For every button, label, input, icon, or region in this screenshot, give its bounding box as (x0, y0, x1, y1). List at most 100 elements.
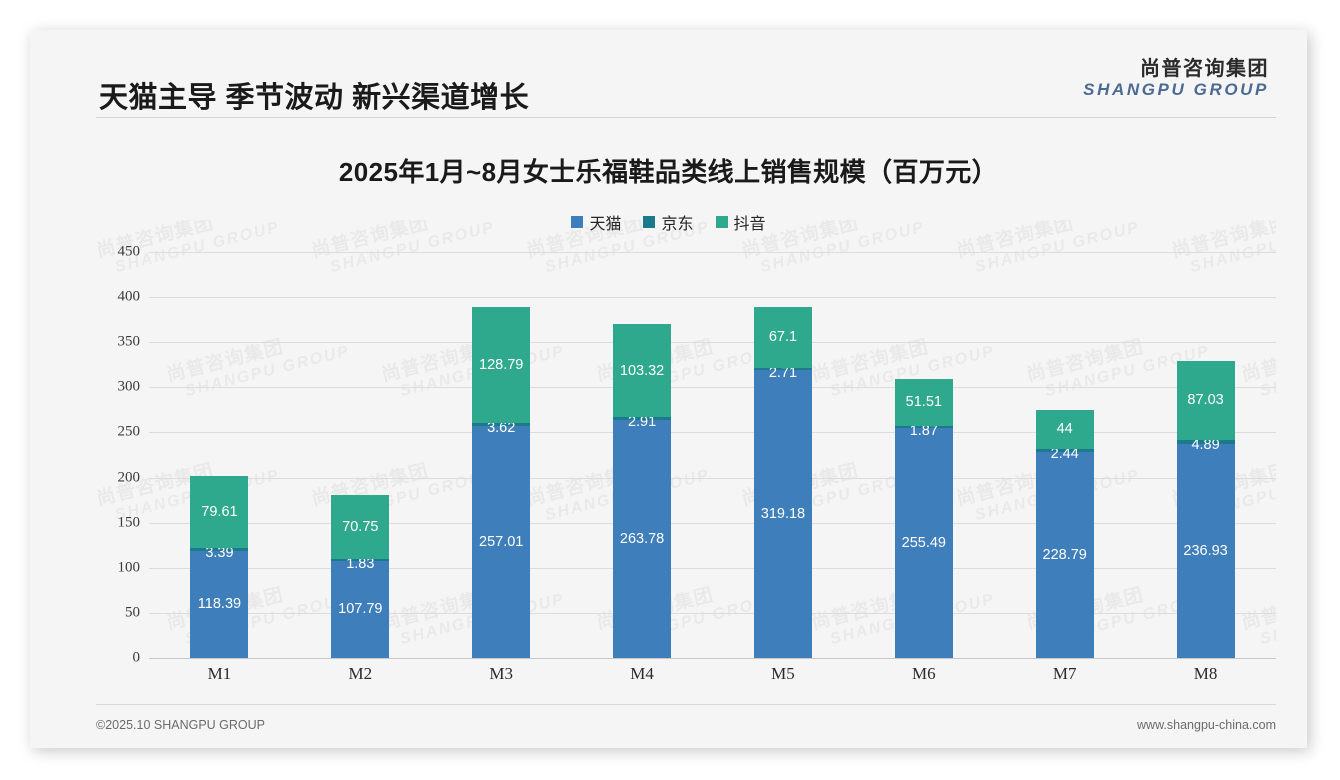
x-axis-label-M1: M1 (207, 664, 232, 683)
bar-segment-天猫[interactable]: 319.18 (753, 370, 812, 658)
bar-segment-京东[interactable]: 1.87 (894, 424, 953, 438)
bar-segment-京东[interactable]: 2.91 (613, 415, 672, 429)
bar-segment-京东[interactable]: 2.44 (1035, 447, 1094, 461)
gridline: 250 (118, 424, 1276, 440)
bar-value-label: 67.1 (768, 329, 798, 346)
x-axis-label-M4: M4 (630, 664, 654, 683)
bar-segment-抖音[interactable]: 87.03 (1176, 361, 1235, 440)
bar-group-M5[interactable]: 319.18 2.71 67.1 (713, 252, 854, 658)
bar-segment-天猫[interactable]: 255.49 (894, 427, 953, 658)
x-axis-label-M3: M3 (489, 664, 513, 683)
bar-segment-天猫[interactable]: 107.79 (331, 560, 390, 658)
bar-stack: 236.93 4.89 87.03 (1176, 361, 1235, 658)
y-axis-tick-label: 50 (125, 604, 140, 621)
gridline: 50 (125, 604, 1276, 620)
bar-stack: 118.39 3.39 79.61 (190, 476, 249, 658)
bar-stack: 255.49 1.87 51.51 (894, 379, 953, 658)
y-axis-tick-label: 200 (117, 469, 141, 486)
legend-item-label: 京东 (661, 216, 694, 233)
x-axis-labels: M1 M2 M3 M4 M5 M6 M7 M8 (149, 664, 1276, 684)
y-axis-tick-label: 0 (132, 649, 141, 666)
footer-website: www.shangpu-china.com (1137, 718, 1276, 732)
x-axis-label-M5: M5 (771, 664, 795, 683)
bar-segment-京东[interactable]: 3.62 (472, 421, 531, 435)
bar-value-label: 1.87 (909, 422, 938, 439)
bar-stack: 107.79 1.83 70.75 (331, 495, 390, 658)
x-axis-label-M8: M8 (1193, 664, 1218, 683)
bar-value-label: 236.93 (1183, 542, 1228, 559)
brand-logo: 尚普咨询集团 SHANGPU GROUP (1083, 58, 1269, 99)
gridline: 450 (118, 244, 1276, 260)
slide-footer: ©2025.10 SHANGPU GROUP www.shangpu-china… (96, 718, 1276, 732)
bar-segment-抖音[interactable]: 67.1 (753, 307, 812, 368)
bar-segment-京东[interactable]: 2.71 (753, 366, 812, 380)
bar-stack: 228.79 2.44 44 (1035, 409, 1094, 658)
bar-stack: 263.78 2.91 103.32 (613, 324, 672, 658)
bar-segment-天猫[interactable]: 257.01 (472, 426, 531, 658)
bar-group-M2[interactable]: 107.79 1.83 70.75 (290, 252, 431, 658)
bar-group-M6[interactable]: 255.49 1.87 51.51 (853, 252, 994, 658)
bar-value-label: 228.79 (1042, 546, 1087, 563)
gridline: 350 (118, 334, 1276, 350)
y-axis-tick-label: 350 (117, 333, 141, 350)
bar-value-label: 103.32 (619, 362, 665, 379)
chart-title: 2025年1月~8月女士乐福鞋品类线上销售规模（百万元） (338, 157, 999, 187)
bar-value-label: 3.39 (205, 545, 234, 562)
bar-stack: 319.18 2.71 67.1 (753, 307, 812, 658)
gridline: 400 (118, 289, 1276, 305)
bar-value-label: 79.61 (201, 503, 238, 520)
slide-header: 天猫主导 季节波动 新兴渠道增长 尚普咨询集团 SHANGPU GROUP (30, 30, 1307, 122)
bar-segment-抖音[interactable]: 103.32 (613, 324, 672, 418)
bar-value-label: 70.75 (342, 518, 379, 535)
bar-value-label: 319.18 (760, 505, 806, 522)
legend-item-0[interactable]: 天猫 (571, 210, 621, 234)
header-divider (96, 117, 1276, 118)
bar-group-M7[interactable]: 228.79 2.44 44 (994, 252, 1135, 658)
bar-segment-京东[interactable]: 3.39 (190, 546, 249, 560)
bar-segment-京东[interactable]: 1.83 (331, 557, 390, 571)
gridline: 200 (118, 469, 1276, 485)
bar-value-label: 4.89 (1191, 436, 1220, 453)
legend-item-1[interactable]: 京东 (643, 210, 694, 234)
y-axis-tick-label: 400 (117, 288, 141, 305)
bar-segment-天猫[interactable]: 118.39 (190, 551, 249, 658)
chart-legend: 天猫 京东 抖音 (30, 210, 1307, 234)
bar-stack: 257.01 3.62 128.79 (472, 306, 531, 658)
bar-value-label: 87.03 (1187, 392, 1224, 409)
y-axis-tick-label: 150 (117, 514, 141, 531)
chart-bars: 118.39 3.39 79.61 107.79 1.83 70.75 257.01 3.62… (149, 252, 1276, 658)
x-axis-label-M6: M6 (912, 664, 936, 683)
bar-segment-天猫[interactable]: 228.79 (1035, 451, 1094, 658)
footer-divider (96, 704, 1276, 705)
legend-item-label: 天猫 (589, 216, 622, 233)
bar-value-label: 118.39 (197, 596, 242, 613)
brand-logo-cn: 尚普咨询集团 (1140, 58, 1269, 80)
bar-segment-天猫[interactable]: 236.93 (1176, 444, 1235, 658)
bar-value-label: 2.91 (627, 414, 657, 431)
y-axis-tick-label: 450 (117, 243, 141, 260)
legend-swatch-icon (715, 216, 728, 228)
bar-segment-抖音[interactable]: 128.79 (472, 306, 531, 423)
bar-segment-抖音[interactable]: 44 (1035, 409, 1094, 450)
bar-segment-抖音[interactable]: 79.61 (190, 476, 249, 549)
legend-item-2[interactable]: 抖音 (715, 210, 766, 234)
bar-segment-天猫[interactable]: 263.78 (613, 420, 672, 658)
bar-segment-京东[interactable]: 4.89 (1176, 438, 1235, 452)
y-axis-tick-label: 300 (117, 378, 141, 395)
bar-group-M1[interactable]: 118.39 3.39 79.61 (149, 252, 290, 658)
x-axis-line (149, 658, 1276, 659)
bar-value-label: 107.79 (338, 601, 383, 618)
gridline: 150 (118, 514, 1276, 530)
x-axis-label-M7: M7 (1052, 664, 1077, 683)
x-axis-label-M2: M2 (348, 664, 373, 683)
bar-segment-抖音[interactable]: 70.75 (331, 495, 390, 560)
bar-value-label: 255.49 (901, 534, 946, 551)
bar-group-M4[interactable]: 263.78 2.91 103.32 (572, 252, 713, 658)
bar-segment-抖音[interactable]: 51.51 (894, 379, 953, 426)
bar-value-label: 263.78 (619, 530, 665, 547)
bar-group-M3[interactable]: 257.01 3.62 128.79 (431, 252, 572, 658)
bar-value-label: 257.01 (479, 533, 524, 550)
page-title: 天猫主导 季节波动 新兴渠道增长 (99, 82, 530, 114)
bar-group-M8[interactable]: 236.93 4.89 87.03 (1135, 252, 1276, 658)
